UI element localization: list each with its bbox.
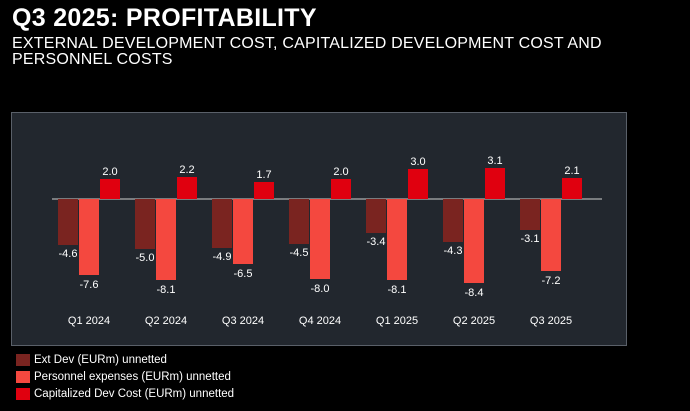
bar-3-1: [100, 179, 120, 199]
data-label: -8.1: [157, 284, 176, 296]
bar-1-4: [289, 199, 309, 244]
x-tick-label: Q2 2025: [453, 315, 495, 327]
data-label: 2.0: [102, 166, 117, 178]
bar-3-2: [177, 177, 197, 199]
x-tick-label: Q3 2024: [222, 315, 264, 327]
page-subtitle: EXTERNAL DEVELOPMENT COST, CAPITALIZED D…: [12, 35, 602, 68]
data-label: -4.6: [59, 248, 78, 260]
x-tick-label: Q2 2024: [145, 315, 187, 327]
bar-2-2: [156, 199, 176, 280]
legend-swatch: [16, 370, 30, 383]
data-label: -7.2: [542, 275, 561, 287]
bar-3-6: [485, 168, 505, 199]
legend-item: Capitalized Dev Cost (EURm) unnetted: [16, 385, 234, 402]
bar-3-3: [254, 182, 274, 199]
bar-3-7: [562, 178, 582, 199]
data-label: -4.3: [444, 245, 463, 257]
bar-2-1: [79, 199, 99, 275]
bar-2-7: [541, 199, 561, 271]
data-label: -3.4: [367, 236, 386, 248]
legend-label: Capitalized Dev Cost (EURm) unnetted: [34, 387, 235, 400]
x-tick-label: Q1 2024: [68, 315, 110, 327]
legend-swatch: [16, 387, 30, 400]
legend-item: Ext Dev (EURm) unnetted: [16, 351, 234, 368]
data-label: -5.0: [136, 252, 155, 264]
data-label: 2.1: [564, 165, 579, 177]
bar-2-4: [310, 199, 330, 279]
bar-1-1: [58, 199, 78, 245]
chart-panel: -4.6 -7.6 2.0 Q1 2024 -5.0 -8.1 2.2 Q2 2024 -4.9…: [11, 112, 627, 346]
data-label: -4.5: [290, 247, 309, 259]
data-label: -6.5: [234, 268, 253, 280]
data-label: -3.1: [521, 233, 540, 245]
data-label: 3.0: [410, 156, 425, 168]
x-tick-label: Q4 2024: [299, 315, 341, 327]
bar-1-3: [212, 199, 232, 248]
data-label: 1.7: [256, 169, 271, 181]
x-tick-label: Q1 2025: [376, 315, 418, 327]
legend-label: Ext Dev (EURm) unnetted: [34, 353, 167, 366]
bar-chart: -4.6 -7.6 2.0 Q1 2024 -5.0 -8.1 2.2 Q2 2024 -4.9…: [52, 155, 602, 327]
data-label: -8.1: [388, 284, 407, 296]
data-label: 3.1: [487, 155, 502, 167]
bar-1-7: [520, 199, 540, 230]
data-label: 2.2: [179, 164, 194, 176]
bar-1-2: [135, 199, 155, 249]
x-tick-label: Q3 2025: [530, 315, 572, 327]
bar-1-6: [443, 199, 463, 242]
data-label: 2.0: [333, 166, 348, 178]
bar-2-6: [464, 199, 484, 283]
legend-label: Personnel expenses (EURm) unnetted: [34, 370, 231, 383]
bar-1-5: [366, 199, 386, 233]
page-title: Q3 2025: PROFITABILITY: [12, 4, 317, 32]
data-label: -7.6: [80, 279, 99, 291]
data-label: -8.0: [311, 283, 330, 295]
legend-item: Personnel expenses (EURm) unnetted: [16, 368, 234, 385]
legend-swatch: [16, 353, 30, 366]
chart-legend: Ext Dev (EURm) unnetted Personnel expense…: [16, 351, 234, 402]
bar-3-4: [331, 179, 351, 199]
data-label: -8.4: [465, 287, 484, 299]
bar-3-5: [408, 169, 428, 199]
bar-2-5: [387, 199, 407, 280]
data-label: -4.9: [213, 251, 232, 263]
bar-2-3: [233, 199, 253, 264]
